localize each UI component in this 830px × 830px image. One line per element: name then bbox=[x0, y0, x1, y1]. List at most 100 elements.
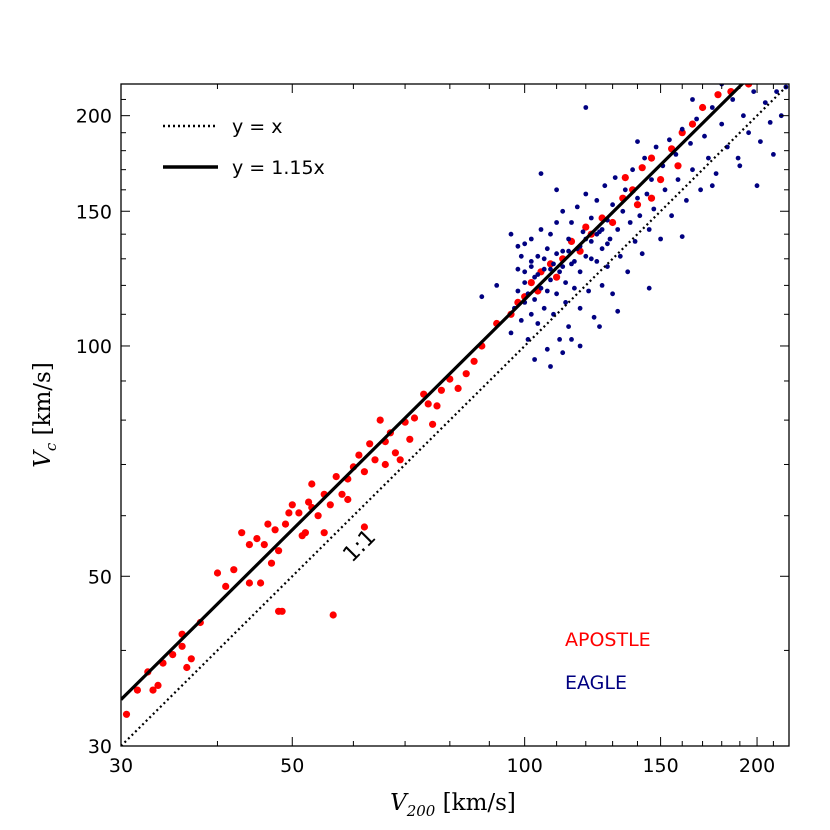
point-apostle bbox=[688, 120, 697, 128]
point-eagle bbox=[702, 133, 707, 139]
point-eagle bbox=[532, 274, 537, 280]
point-eagle bbox=[586, 288, 591, 294]
point-apostle bbox=[288, 501, 296, 509]
point-eagle bbox=[758, 139, 763, 145]
point-eagle bbox=[554, 187, 559, 193]
point-eagle bbox=[724, 144, 730, 150]
y-tick-label: 100 bbox=[76, 336, 112, 358]
point-apostle bbox=[381, 460, 389, 469]
point-eagle bbox=[630, 167, 635, 173]
point-eagle bbox=[541, 266, 547, 272]
point-apostle bbox=[295, 509, 303, 517]
series-label-eagle: EAGLE bbox=[565, 672, 627, 694]
point-eagle bbox=[610, 291, 615, 297]
point-eagle bbox=[522, 269, 528, 275]
point-eagle bbox=[735, 155, 741, 161]
point-eagle bbox=[617, 253, 623, 259]
point-apostle bbox=[437, 386, 445, 394]
point-eagle bbox=[767, 120, 773, 125]
point-eagle bbox=[737, 163, 743, 169]
point-apostle bbox=[621, 174, 629, 182]
point-eagle bbox=[535, 272, 541, 277]
point-eagle bbox=[667, 137, 672, 143]
point-eagle bbox=[669, 213, 674, 219]
point-apostle bbox=[149, 686, 157, 694]
point-eagle bbox=[684, 198, 689, 203]
point-apostle bbox=[360, 523, 368, 531]
x-axis-label-sub: 200 bbox=[406, 802, 436, 820]
point-eagle bbox=[577, 269, 583, 275]
point-eagle bbox=[522, 280, 528, 285]
point-eagle bbox=[583, 191, 589, 197]
point-eagle bbox=[719, 121, 725, 127]
point-eagle bbox=[635, 139, 640, 145]
point-eagle bbox=[515, 266, 521, 272]
point-apostle bbox=[638, 164, 646, 172]
point-eagle bbox=[605, 264, 610, 269]
point-eagle bbox=[544, 246, 550, 252]
point-eagle bbox=[548, 266, 553, 272]
line-y-1-15x bbox=[121, 84, 745, 701]
point-eagle bbox=[528, 259, 534, 264]
point-eagle bbox=[560, 350, 566, 356]
point-eagle bbox=[675, 177, 681, 183]
point-eagle bbox=[690, 167, 695, 173]
point-eagle bbox=[594, 231, 600, 237]
point-eagle bbox=[706, 155, 711, 161]
x-tick-label: 150 bbox=[642, 755, 678, 777]
point-eagle bbox=[649, 177, 654, 183]
point-apostle bbox=[285, 509, 293, 517]
plot-frame bbox=[120, 83, 790, 747]
point-eagle bbox=[583, 105, 589, 110]
point-apostle bbox=[222, 582, 230, 591]
y-axis-label-unit: [km/s] bbox=[30, 362, 56, 443]
point-eagle bbox=[698, 187, 703, 193]
point-eagle bbox=[563, 300, 568, 305]
point-eagle bbox=[554, 291, 559, 297]
point-apostle bbox=[332, 473, 340, 481]
point-apostle bbox=[470, 357, 478, 365]
point-apostle bbox=[213, 569, 222, 577]
point-eagle bbox=[560, 208, 566, 214]
point-eagle bbox=[544, 346, 550, 352]
point-eagle bbox=[588, 256, 594, 262]
point-eagle bbox=[662, 187, 668, 193]
point-apostle bbox=[154, 681, 162, 690]
point-apostle bbox=[122, 710, 131, 718]
point-apostle bbox=[678, 129, 686, 137]
point-apostle bbox=[376, 416, 384, 424]
point-eagle bbox=[754, 183, 760, 189]
point-apostle bbox=[371, 456, 379, 464]
point-apostle bbox=[406, 435, 414, 443]
point-eagle bbox=[607, 236, 613, 242]
point-apostle bbox=[366, 440, 374, 448]
point-apostle bbox=[582, 223, 590, 231]
x-axis-label-main: V bbox=[390, 790, 409, 816]
series-label-apostle: APOSTLE bbox=[565, 629, 651, 651]
point-eagle bbox=[508, 330, 514, 336]
point-eagle bbox=[538, 227, 544, 232]
point-eagle bbox=[528, 311, 534, 317]
point-eagle bbox=[560, 248, 566, 254]
point-eagle bbox=[577, 305, 583, 311]
svg-text:Vc [km/s]: Vc [km/s] bbox=[30, 362, 60, 468]
point-eagle bbox=[615, 227, 621, 232]
line-y-x bbox=[121, 84, 789, 746]
point-apostle bbox=[527, 279, 535, 287]
point-eagle bbox=[572, 285, 577, 291]
point-apostle bbox=[271, 526, 279, 534]
point-eagle bbox=[673, 152, 679, 157]
point-eagle bbox=[548, 364, 553, 369]
point-eagle bbox=[639, 251, 645, 257]
point-eagle bbox=[554, 220, 559, 225]
point-eagle bbox=[730, 97, 736, 102]
point-eagle bbox=[538, 171, 544, 177]
point-apostle bbox=[238, 529, 246, 537]
point-eagle bbox=[690, 97, 695, 102]
point-apostle bbox=[275, 607, 283, 615]
y-axis-label: Vc [km/s] bbox=[30, 362, 60, 468]
point-apostle bbox=[344, 495, 352, 504]
point-apostle bbox=[275, 547, 283, 555]
point-apostle bbox=[633, 201, 642, 209]
point-eagle bbox=[651, 206, 657, 212]
